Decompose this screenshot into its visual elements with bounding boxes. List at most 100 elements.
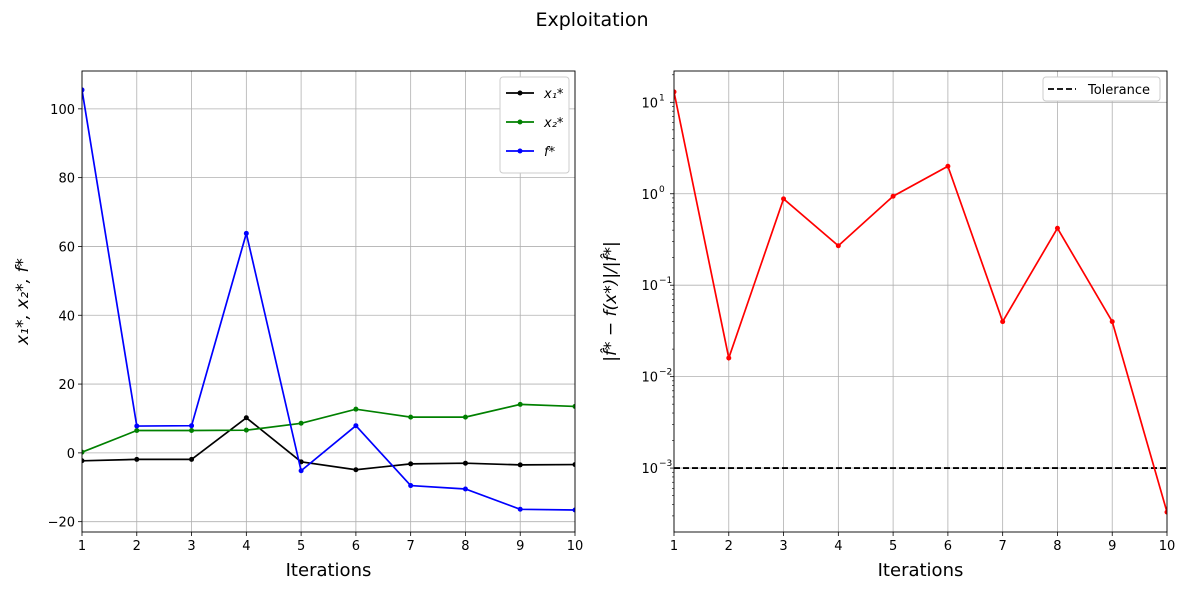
y-tick-label: 10 bbox=[641, 96, 658, 111]
y-tick-label: 10 bbox=[641, 371, 658, 386]
y-tick-label: −20 bbox=[48, 516, 75, 531]
x-tick-label: 9 bbox=[1108, 539, 1116, 554]
data-point bbox=[462, 460, 468, 466]
y-axis-label: x₁*, x₂*, f* bbox=[13, 258, 33, 346]
data-point bbox=[462, 486, 468, 492]
data-point bbox=[945, 163, 951, 169]
x-tick-label: 2 bbox=[725, 539, 733, 554]
data-point bbox=[781, 196, 787, 202]
series-1 bbox=[674, 89, 1167, 515]
data-point bbox=[1109, 319, 1115, 325]
data-point bbox=[189, 456, 195, 462]
y-tick-label: 100 bbox=[50, 103, 75, 118]
legend-box bbox=[1042, 76, 1161, 102]
x-tick-label: 7 bbox=[999, 539, 1007, 554]
data-point bbox=[572, 403, 575, 409]
y-axis-label: |f̂* − f(x*)|/|f̂*| bbox=[600, 241, 621, 361]
x-tick-label: 4 bbox=[242, 539, 250, 554]
series-line bbox=[674, 91, 1167, 513]
data-point bbox=[298, 468, 304, 474]
x-tick-label: 8 bbox=[1053, 539, 1061, 554]
y-tick-label: 0 bbox=[67, 447, 75, 462]
data-point bbox=[298, 420, 304, 426]
data-point bbox=[1000, 319, 1006, 325]
legend-label: x₂* bbox=[543, 116, 564, 131]
legend-label: Tolerance bbox=[1087, 83, 1150, 98]
data-point bbox=[408, 483, 414, 489]
x-tick-label: 3 bbox=[779, 539, 787, 554]
data-point bbox=[674, 89, 677, 95]
x-tick-label: 2 bbox=[133, 539, 141, 554]
legend-swatch-marker bbox=[517, 148, 523, 154]
y-tick-exponent: 0 bbox=[659, 185, 665, 195]
left-legend: x₁* x₂* f* bbox=[499, 76, 570, 174]
data-point bbox=[189, 428, 195, 434]
x-tick-label: 5 bbox=[297, 539, 305, 554]
data-point bbox=[517, 462, 523, 468]
legend-swatch-marker bbox=[517, 90, 523, 96]
data-point bbox=[189, 423, 195, 429]
y-tick-exponent: −2 bbox=[659, 368, 672, 378]
series-1 bbox=[82, 415, 575, 473]
data-point bbox=[134, 428, 140, 434]
series-3 bbox=[82, 87, 575, 513]
x-axis-label: Iterations bbox=[286, 560, 372, 581]
x-tick-label: 5 bbox=[889, 539, 897, 554]
data-point bbox=[517, 506, 523, 512]
data-point bbox=[726, 355, 732, 361]
y-tick-label: 60 bbox=[58, 240, 75, 255]
x-tick-label: 4 bbox=[834, 539, 842, 554]
data-point bbox=[82, 449, 85, 455]
data-point bbox=[835, 243, 841, 249]
y-tick-exponent: −1 bbox=[659, 276, 672, 286]
x-axis-label: Iterations bbox=[878, 560, 964, 581]
data-point bbox=[353, 406, 359, 412]
series-line bbox=[82, 89, 575, 511]
y-tick-label: 10 bbox=[641, 279, 658, 294]
x-tick-label: 7 bbox=[407, 539, 415, 554]
y-tick-label: 20 bbox=[58, 378, 75, 393]
x-tick-label: 1 bbox=[78, 539, 86, 554]
right-legend: Tolerance bbox=[1042, 76, 1161, 102]
y-tick-label: 40 bbox=[58, 309, 75, 324]
data-point bbox=[134, 456, 140, 462]
data-point bbox=[408, 461, 414, 467]
y-tick-label: 80 bbox=[58, 172, 75, 187]
series-line bbox=[82, 416, 575, 471]
plot-frame bbox=[673, 70, 1168, 533]
data-point bbox=[243, 230, 249, 236]
data-point bbox=[82, 458, 85, 464]
legend-label: f* bbox=[544, 145, 556, 160]
x-tick-label: 8 bbox=[461, 539, 469, 554]
left-chart-panel: 1 2 3 4 5 6 7 8 9 10 −20 0 20 40 60 80 100 Iterations x₁*,… bbox=[13, 70, 584, 581]
x-tick-label: 1 bbox=[670, 539, 678, 554]
series-line bbox=[82, 403, 575, 453]
plot-frame bbox=[81, 70, 576, 533]
data-point bbox=[82, 87, 85, 93]
y-tick-label: 10 bbox=[641, 462, 658, 477]
figure-title: Exploitation bbox=[536, 9, 649, 31]
legend-swatch-marker bbox=[517, 119, 523, 125]
y-tick-exponent: −3 bbox=[659, 459, 672, 469]
legend-label: x₁* bbox=[543, 87, 564, 102]
legend-box bbox=[499, 76, 570, 174]
data-point bbox=[1054, 225, 1060, 231]
x-tick-label: 10 bbox=[1159, 539, 1176, 554]
data-point bbox=[134, 423, 140, 429]
x-tick-label: 9 bbox=[516, 539, 524, 554]
y-tick-label: 10 bbox=[641, 188, 658, 203]
data-point bbox=[462, 414, 468, 420]
data-point bbox=[408, 414, 414, 420]
x-tick-label: 3 bbox=[187, 539, 195, 554]
x-tick-label: 10 bbox=[567, 539, 584, 554]
data-point bbox=[243, 415, 249, 421]
data-point bbox=[1164, 509, 1167, 515]
data-point bbox=[353, 467, 359, 473]
data-point bbox=[517, 401, 523, 407]
series-2 bbox=[82, 401, 575, 455]
y-tick-exponent: 1 bbox=[659, 93, 665, 103]
data-point bbox=[353, 423, 359, 429]
data-point bbox=[243, 427, 249, 433]
